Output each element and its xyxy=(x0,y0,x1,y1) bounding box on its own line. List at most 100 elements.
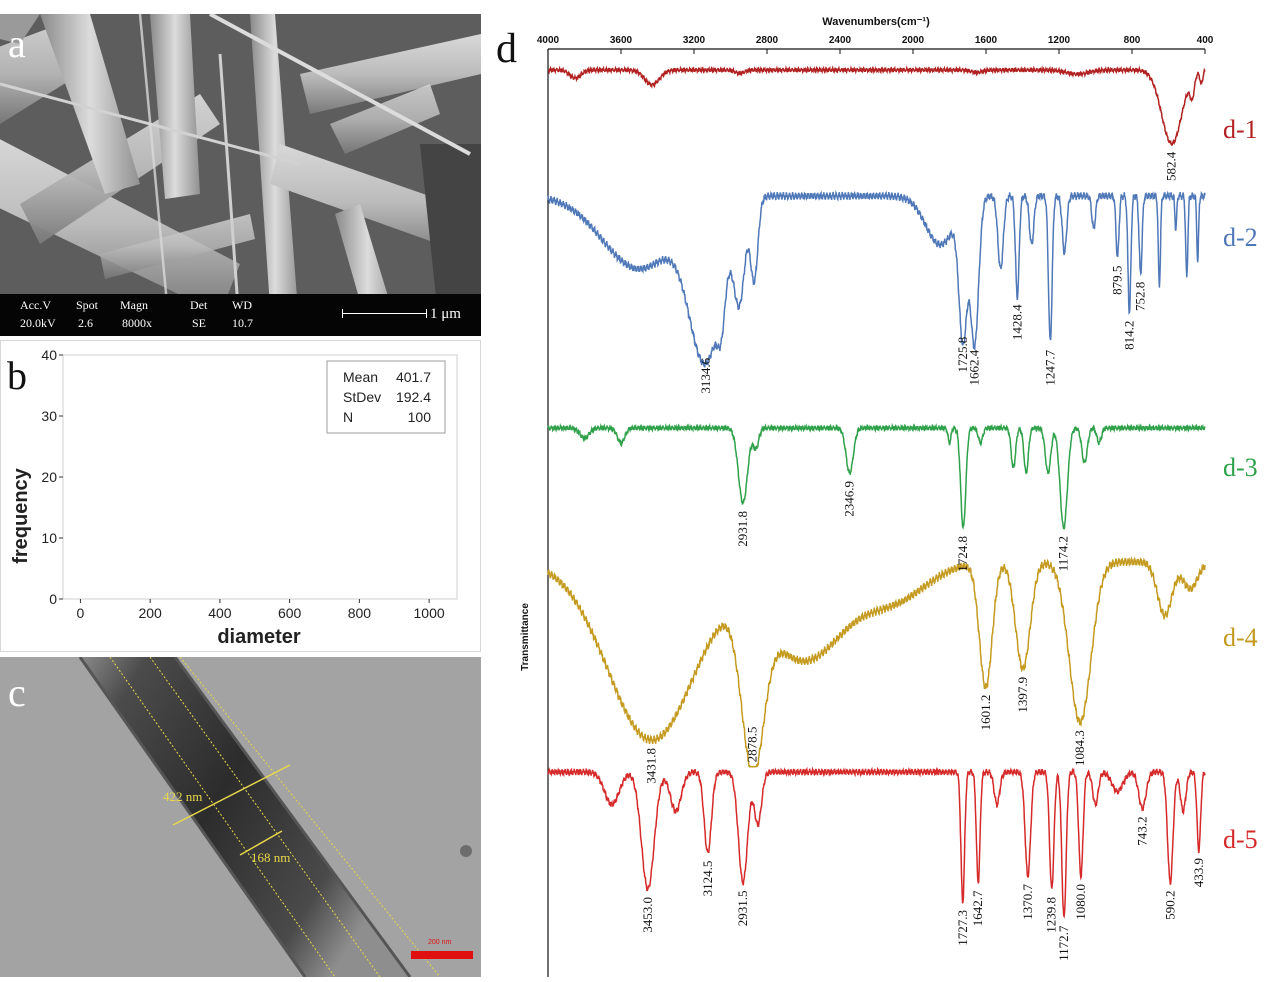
scale-bar xyxy=(342,313,426,314)
peak-label: 1727.3 xyxy=(955,910,970,946)
x-tick-label: 800 xyxy=(1124,35,1141,46)
x-tick-label: 400 xyxy=(208,605,232,621)
peak-label: 1662.4 xyxy=(967,349,982,385)
peak-label: 1174.2 xyxy=(1056,536,1071,571)
stats-value: 100 xyxy=(408,409,432,425)
sem-micrograph xyxy=(0,14,481,336)
peak-label: 743.2 xyxy=(1134,816,1149,845)
peak-label: 1397.9 xyxy=(1015,677,1030,713)
sem-info-header: Det xyxy=(190,298,208,312)
inner-diameter-line xyxy=(239,830,283,856)
scale-bar-tick-left xyxy=(342,309,343,318)
peak-label: 590.2 xyxy=(1162,891,1177,920)
tem-micrograph xyxy=(0,657,481,977)
outer-guide-line xyxy=(109,657,336,977)
stats-label: Mean xyxy=(343,369,378,385)
spectrum-line-d-3 xyxy=(547,422,1206,530)
panel-a-letter: a xyxy=(8,21,26,66)
x-tick-label: 400 xyxy=(1197,35,1214,46)
peak-label: 1239.8 xyxy=(1044,897,1059,933)
peak-label: 1080.0 xyxy=(1073,884,1088,920)
peak-label: 752.8 xyxy=(1133,282,1148,311)
peak-label: 2931.8 xyxy=(735,511,750,547)
peak-label: 1172.7 xyxy=(1056,925,1071,961)
x-tick-label: 2800 xyxy=(756,35,779,46)
x-tick-label: 1200 xyxy=(1048,35,1071,46)
spectrum-line-d-4 xyxy=(547,556,1206,768)
series-name-d-1: d-1 xyxy=(1223,115,1258,144)
sem-info-header: Magn xyxy=(120,298,148,312)
peak-label: 3431.8 xyxy=(644,748,659,784)
panel-b-letter: b xyxy=(7,353,27,398)
peak-label: 1370.7 xyxy=(1020,883,1035,919)
peak-label: 2878.5 xyxy=(745,727,760,763)
peak-label: 1084.3 xyxy=(1072,730,1087,766)
x-tick-label: 1000 xyxy=(414,605,445,621)
histogram-chart: b frequency diameter 0 200 400 600 800 1000 0 1… xyxy=(7,347,458,648)
peak-label: 3453.0 xyxy=(640,897,655,933)
peak-label: 3124.5 xyxy=(700,861,715,897)
x-tick-label: 2000 xyxy=(902,35,925,46)
peak-label: 1428.4 xyxy=(1009,304,1024,340)
peak-label: 879.5 xyxy=(1109,266,1124,295)
sem-info-value: SE xyxy=(192,316,207,330)
peak-label: 1601.2 xyxy=(978,695,993,731)
ftir-panel: d Wavenumbers(cm⁻¹) Transmittance 4000 36… xyxy=(490,0,1284,977)
stats-label: StDev xyxy=(343,389,381,405)
scale-bar-tick-right xyxy=(426,309,427,318)
peak-label: 582.4 xyxy=(1164,151,1179,181)
sem-info-value: 8000x xyxy=(122,316,152,330)
stats-value: 192.4 xyxy=(396,389,431,405)
histogram-panel: b frequency diameter 0 200 400 600 800 1000 0 1… xyxy=(0,340,481,652)
peak-label: 1724.8 xyxy=(955,536,970,572)
y-tick-label: 0 xyxy=(49,591,57,607)
peak-label: 1725.8 xyxy=(955,337,970,373)
peak-label: 433.9 xyxy=(1191,858,1206,887)
x-tick-label: 3600 xyxy=(610,35,633,46)
sem-info-header: Acc.V xyxy=(20,298,51,312)
tem-scale-bar xyxy=(411,951,473,959)
tem-scale-label: 200 nm xyxy=(428,939,452,946)
x-tick-label: 200 xyxy=(138,605,162,621)
y-tick-label: 30 xyxy=(41,408,57,424)
sem-info-value: 2.6 xyxy=(78,316,93,330)
y-tick-label: 10 xyxy=(41,530,57,546)
sem-info-value: 20.0kV xyxy=(20,316,56,330)
panel-d-letter: d xyxy=(496,26,517,72)
x-tick-label: 2400 xyxy=(829,35,852,46)
x-axis-title: Wavenumbers(cm⁻¹) xyxy=(822,16,930,28)
peak-label: 2931.5 xyxy=(735,890,750,926)
inner-diameter-label: 168 nm xyxy=(251,850,291,865)
spectrum-line-d-5 xyxy=(547,766,1206,919)
stats-box xyxy=(326,360,446,434)
stats-value: 401.7 xyxy=(396,369,431,385)
series-name-d-5: d-5 xyxy=(1223,825,1258,854)
y-tick-label: 40 xyxy=(41,347,57,363)
series-name-d-3: d-3 xyxy=(1223,453,1258,482)
spectrum-line-d-2 xyxy=(547,190,1206,368)
series-name-d-4: d-4 xyxy=(1223,623,1258,652)
spectrum-line-d-1 xyxy=(547,65,1206,146)
sem-info-header: Spot xyxy=(76,298,99,312)
peak-label: 2346.9 xyxy=(842,481,857,517)
tem-image-panel: c 422 nm 168 nm 200 nm xyxy=(0,657,481,977)
outer-guide-line xyxy=(149,657,381,977)
inner-guide-line xyxy=(179,657,441,977)
outer-diameter-line xyxy=(172,764,291,826)
x-tick-label: 600 xyxy=(278,605,302,621)
y-tick-label: 20 xyxy=(41,469,57,485)
peak-label: 3134.6 xyxy=(698,357,713,393)
outer-diameter-label: 422 nm xyxy=(163,789,203,804)
x-tick-label: 800 xyxy=(348,605,372,621)
x-tick-label: 4000 xyxy=(537,35,560,46)
sem-info-bar: Acc.V Spot Magn Det WD 20.0kV 2.6 8000x … xyxy=(0,294,481,336)
y-axis-label: frequency xyxy=(10,467,32,563)
scale-bar-label: 1 μm xyxy=(430,306,461,322)
x-tick-label: 3200 xyxy=(683,35,706,46)
x-tick-label: 0 xyxy=(77,605,85,621)
peak-label: 1642.7 xyxy=(970,890,985,926)
x-tick-label: 1600 xyxy=(975,35,998,46)
stats-label: N xyxy=(343,409,353,425)
ftir-chart: d Wavenumbers(cm⁻¹) Transmittance 4000 36… xyxy=(496,16,1258,977)
sem-info-header: WD xyxy=(232,298,252,312)
